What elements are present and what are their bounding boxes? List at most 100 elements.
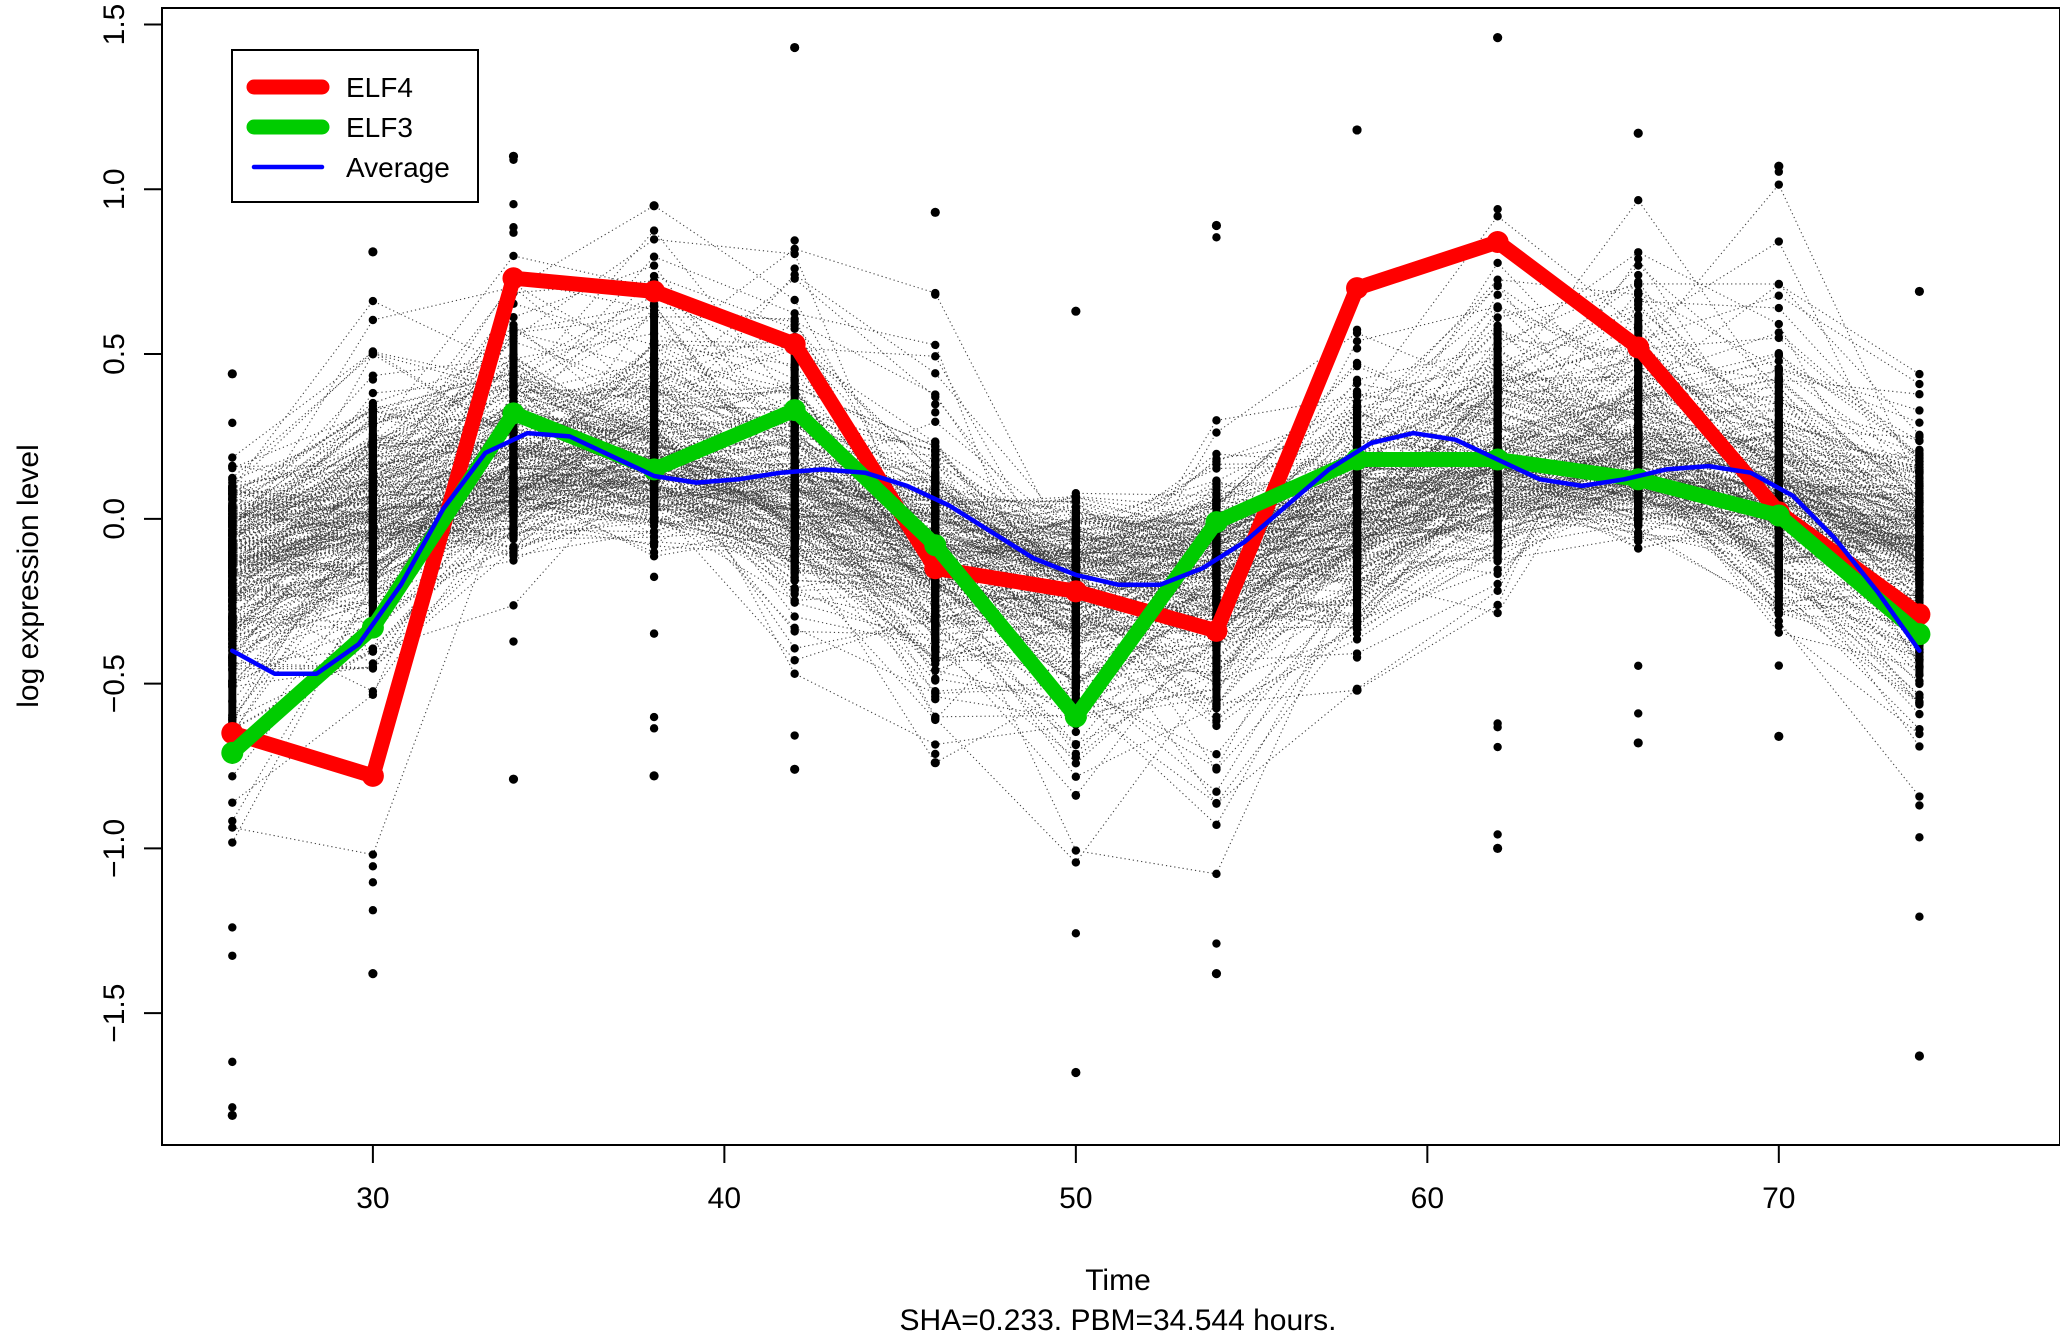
data-point — [931, 740, 940, 749]
data-point — [1915, 655, 1924, 664]
series-point-elf4 — [783, 333, 806, 356]
series-point-elf3 — [924, 534, 947, 557]
data-point — [1352, 344, 1362, 353]
data-point — [228, 463, 237, 473]
data-point — [1634, 261, 1643, 270]
data-point — [1915, 390, 1924, 399]
data-point — [649, 329, 659, 338]
data-point — [1493, 258, 1502, 268]
data-point — [1352, 498, 1362, 507]
data-point — [1212, 667, 1221, 677]
data-point — [1774, 366, 1784, 375]
data-point — [790, 435, 799, 445]
data-point — [1493, 543, 1502, 552]
data-point — [228, 487, 237, 496]
data-point — [1212, 662, 1221, 671]
data-point — [649, 450, 659, 460]
data-point — [1634, 456, 1643, 465]
data-point — [1352, 577, 1362, 587]
time-point-column — [930, 207, 940, 768]
data-point — [1493, 482, 1502, 491]
data-point — [931, 666, 940, 675]
data-point — [1493, 280, 1502, 290]
data-point — [1493, 212, 1502, 221]
data-point — [931, 583, 940, 592]
data-point — [1071, 513, 1081, 522]
data-point — [1634, 447, 1643, 456]
data-point — [1212, 716, 1221, 725]
data-point — [509, 495, 518, 505]
data-point — [368, 530, 378, 540]
data-point — [228, 596, 237, 605]
data-point — [1212, 820, 1221, 830]
data-point — [1915, 742, 1924, 751]
data-point — [1212, 750, 1221, 759]
extreme-point — [930, 207, 940, 217]
data-point — [1915, 801, 1924, 810]
data-point — [1212, 586, 1221, 596]
data-point — [228, 475, 237, 485]
series-point-elf4 — [1627, 336, 1650, 359]
y-tick-label: −0.5 — [98, 654, 131, 713]
data-point — [1071, 612, 1081, 621]
data-point — [1634, 408, 1643, 417]
data-point — [931, 715, 940, 725]
data-point — [790, 274, 799, 283]
series-point-elf4 — [1205, 619, 1228, 642]
data-point — [1774, 525, 1784, 534]
series-layer — [221, 230, 1931, 787]
data-point — [1212, 476, 1221, 485]
series-point-elf3 — [502, 402, 525, 425]
data-point — [1915, 558, 1924, 567]
data-point — [1212, 233, 1221, 242]
data-point — [368, 579, 378, 589]
data-point — [1915, 792, 1924, 801]
data-point — [509, 485, 518, 494]
data-point — [509, 544, 518, 553]
data-point — [790, 644, 799, 653]
data-point — [931, 612, 940, 621]
data-point — [1493, 290, 1502, 300]
data-point — [1774, 237, 1784, 246]
data-point — [1071, 739, 1081, 749]
data-point — [649, 371, 659, 381]
data-point — [1212, 939, 1221, 948]
data-point — [1634, 196, 1643, 205]
data-point — [1493, 204, 1502, 214]
series-point-elf4 — [1064, 580, 1087, 603]
data-point — [228, 772, 237, 781]
data-point — [368, 375, 378, 384]
data-point — [1493, 830, 1502, 839]
data-point — [790, 244, 799, 254]
data-point — [1634, 498, 1643, 507]
extreme-point — [508, 774, 519, 784]
data-point — [790, 324, 799, 333]
data-point — [228, 653, 237, 663]
data-point — [228, 503, 237, 512]
data-point — [790, 573, 799, 582]
data-point — [1915, 670, 1924, 680]
data-point — [1634, 324, 1643, 334]
data-point — [1352, 629, 1362, 638]
extreme-point — [649, 201, 659, 211]
data-point — [1352, 325, 1362, 334]
data-point — [790, 505, 799, 514]
data-point — [509, 464, 518, 473]
data-point — [931, 695, 940, 704]
data-point — [790, 531, 799, 540]
data-point — [1493, 334, 1502, 343]
data-point — [368, 544, 378, 554]
data-point — [790, 612, 799, 621]
data-point — [931, 352, 940, 361]
series-elf4 — [221, 230, 1931, 787]
data-point — [509, 223, 518, 232]
data-point — [368, 481, 378, 490]
data-point — [790, 561, 799, 571]
data-point — [1493, 324, 1502, 334]
time-point-column — [227, 369, 237, 1120]
data-point — [1212, 692, 1221, 702]
data-point — [509, 429, 518, 439]
data-point — [1212, 449, 1221, 459]
time-point-column — [1774, 161, 1784, 741]
data-point — [1352, 336, 1362, 346]
